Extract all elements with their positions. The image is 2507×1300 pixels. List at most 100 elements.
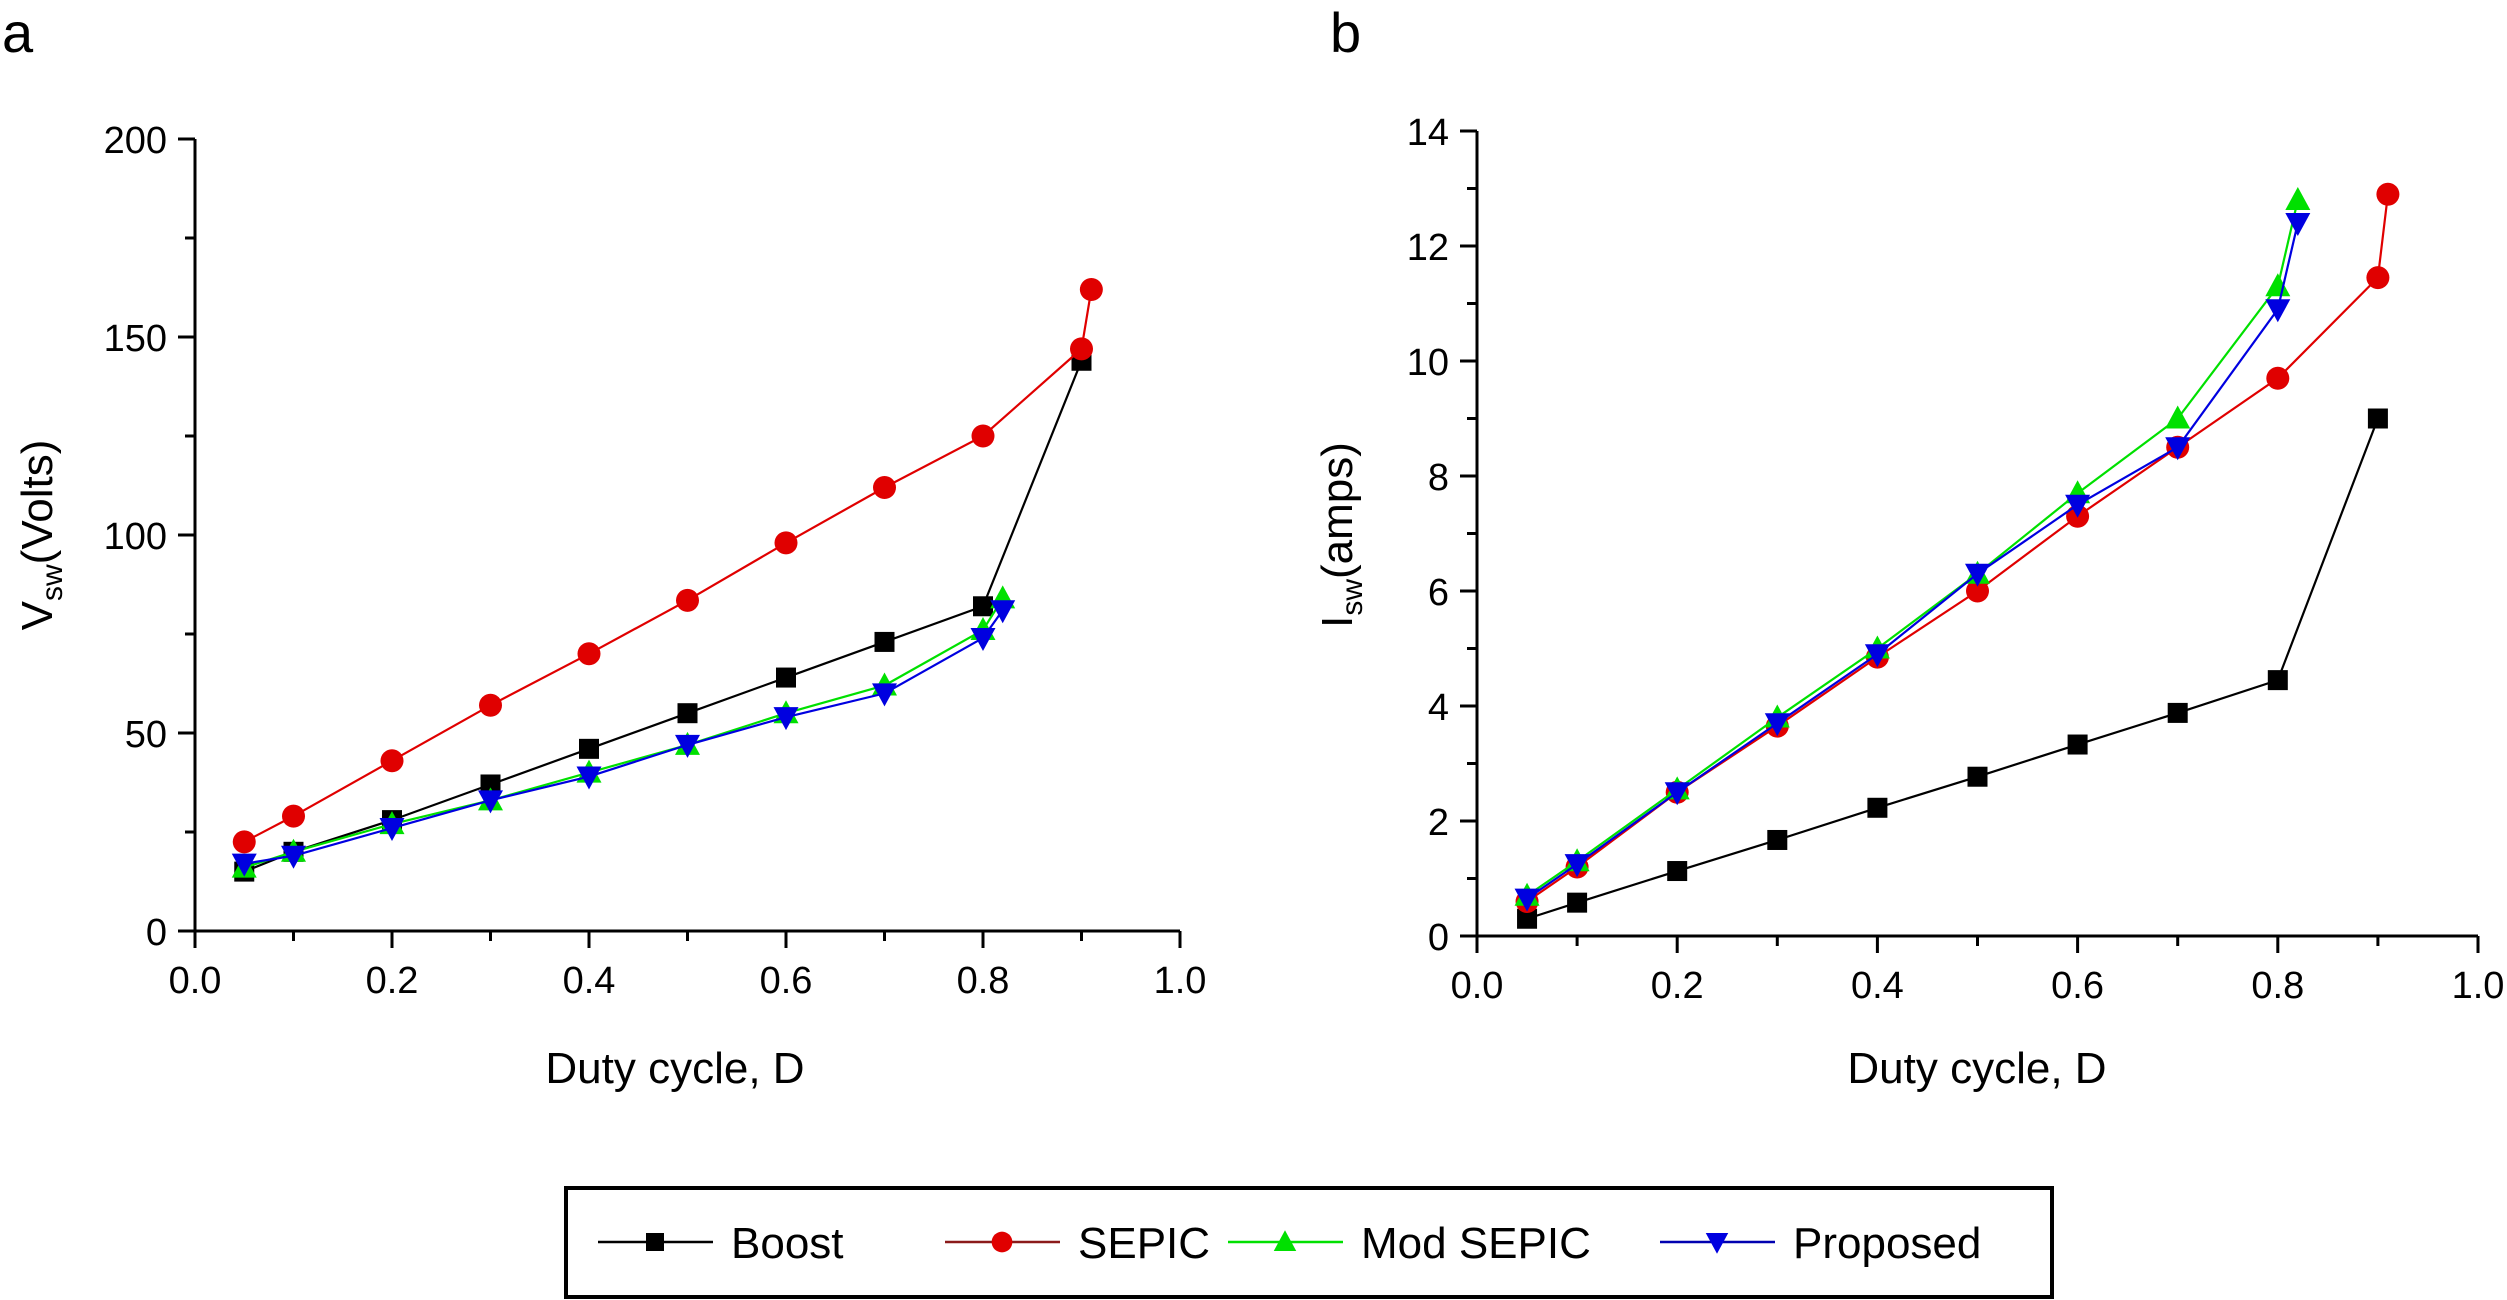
data-point (2165, 405, 2191, 429)
x-tick-label: 1.0 (2452, 965, 2505, 1007)
legend-item-proposed: Proposed (1660, 1219, 1981, 1268)
data-point (1070, 337, 1093, 361)
data-point (577, 642, 601, 666)
series-line (243, 597, 1004, 869)
data-point (231, 853, 257, 877)
legend-label: Proposed (1793, 1219, 1981, 1268)
y-tick-label: 6 (1428, 572, 1449, 614)
y-tick-label: 100 (104, 516, 167, 558)
x-tick-label: 0.0 (1451, 965, 1504, 1007)
x-axis-title-b: Duty cycle, D (1847, 1044, 2106, 1093)
x-axis-title-a: Duty cycle, D (545, 1044, 804, 1093)
x-tick-label: 0.6 (2051, 965, 2104, 1007)
series-line (244, 609, 1004, 865)
x-tick-label: 0.4 (1851, 965, 1904, 1007)
data-point (2366, 266, 2390, 290)
y-tick-label: 8 (1428, 457, 1449, 499)
legend-label: Boost (731, 1219, 844, 1268)
chart-a: a Duty cycle, D Vsw(Volts) 0.0 0.2 0.4 0.6 0… (2, 1, 1206, 1093)
data-point (1664, 782, 1690, 806)
data-point (2265, 273, 2291, 297)
data-point (282, 804, 305, 828)
data-point (232, 830, 256, 854)
data-point (2067, 734, 2088, 755)
data-point (990, 600, 1016, 624)
series-sepic (232, 277, 1103, 854)
y-tick-label: 2 (1428, 802, 1449, 844)
series-boost (1517, 408, 2388, 929)
data-point (675, 734, 700, 758)
series-proposed (231, 600, 1016, 877)
y-tick-label: 14 (1407, 112, 1449, 154)
data-point (1517, 908, 1538, 929)
data-point (873, 475, 896, 499)
x-tick-label: 0.2 (1651, 965, 1704, 1007)
data-point (480, 774, 501, 795)
data-point (281, 845, 306, 869)
data-point (1564, 854, 1590, 878)
data-point (1864, 644, 1890, 668)
data-point (677, 703, 698, 724)
legend-item-boost: Boost (598, 1219, 844, 1268)
data-point (1965, 563, 1990, 587)
data-point (579, 738, 599, 759)
data-point (1967, 766, 1988, 787)
data-point (1514, 888, 1540, 912)
data-point (773, 707, 799, 731)
x-tick-label: 1.0 (1154, 960, 1207, 1002)
data-point (774, 531, 798, 555)
legend-marker-icon (1273, 1230, 1297, 1251)
series-boost (234, 350, 1092, 882)
series-sepic (1515, 182, 2400, 913)
data-point (874, 631, 895, 652)
legend-label: Mod SEPIC (1361, 1219, 1591, 1268)
legend-marker-icon (1705, 1233, 1729, 1254)
series-line (1526, 222, 2299, 900)
series-line (243, 289, 1093, 843)
x-tick-label: 0.4 (563, 960, 616, 1002)
data-point (478, 790, 503, 814)
series-line (243, 360, 1083, 873)
panel-label-b: b (1330, 1, 1361, 64)
y-tick-label: 50 (125, 714, 167, 756)
legend: Boost SEPIC Mod SEPIC Proposed (564, 1186, 2054, 1299)
y-tick-label: 0 (146, 912, 167, 954)
x-tick-label: 0.6 (760, 960, 813, 1002)
data-point (379, 818, 405, 842)
y-axis-title-a: Vsw(Volts) (13, 440, 69, 631)
data-point (776, 667, 796, 688)
data-point (479, 693, 502, 717)
data-point (970, 627, 996, 651)
data-point (2165, 437, 2191, 461)
legend-marker-icon (991, 1231, 1013, 1253)
data-point (872, 683, 897, 707)
data-point (576, 766, 602, 790)
x-tick-label: 0.0 (169, 960, 222, 1002)
data-point (1966, 579, 1989, 603)
data-point (971, 424, 995, 448)
y-tick-label: 0 (1428, 917, 1449, 959)
panel-label-a: a (2, 1, 34, 64)
y-tick-label: 4 (1428, 687, 1449, 729)
data-point (2266, 366, 2290, 390)
series-proposed (1514, 213, 2311, 912)
data-point (2065, 494, 2091, 518)
data-point (1764, 713, 1790, 737)
data-point (2265, 299, 2291, 323)
chart-b: b Duty cycle, D Isw(amps) 0.0 0.2 0.4 0.6 0.… (1313, 1, 2504, 1093)
y-tick-label: 12 (1407, 227, 1449, 269)
x-tick-label: 0.8 (957, 960, 1010, 1002)
legend-item-sepic: SEPIC (945, 1219, 1210, 1268)
legend-marker-icon (646, 1233, 664, 1251)
y-tick-label: 150 (104, 318, 167, 360)
x-tick-label: 0.8 (2251, 965, 2304, 1007)
data-point (2267, 670, 2288, 691)
y-tick-label: 200 (104, 120, 167, 162)
data-point (380, 749, 404, 773)
series-line (1526, 199, 2299, 897)
y-axis-title-b: Isw(amps) (1313, 442, 1369, 628)
data-point (1567, 892, 1588, 913)
data-point (973, 596, 993, 617)
legend-label: SEPIC (1078, 1219, 1210, 1268)
